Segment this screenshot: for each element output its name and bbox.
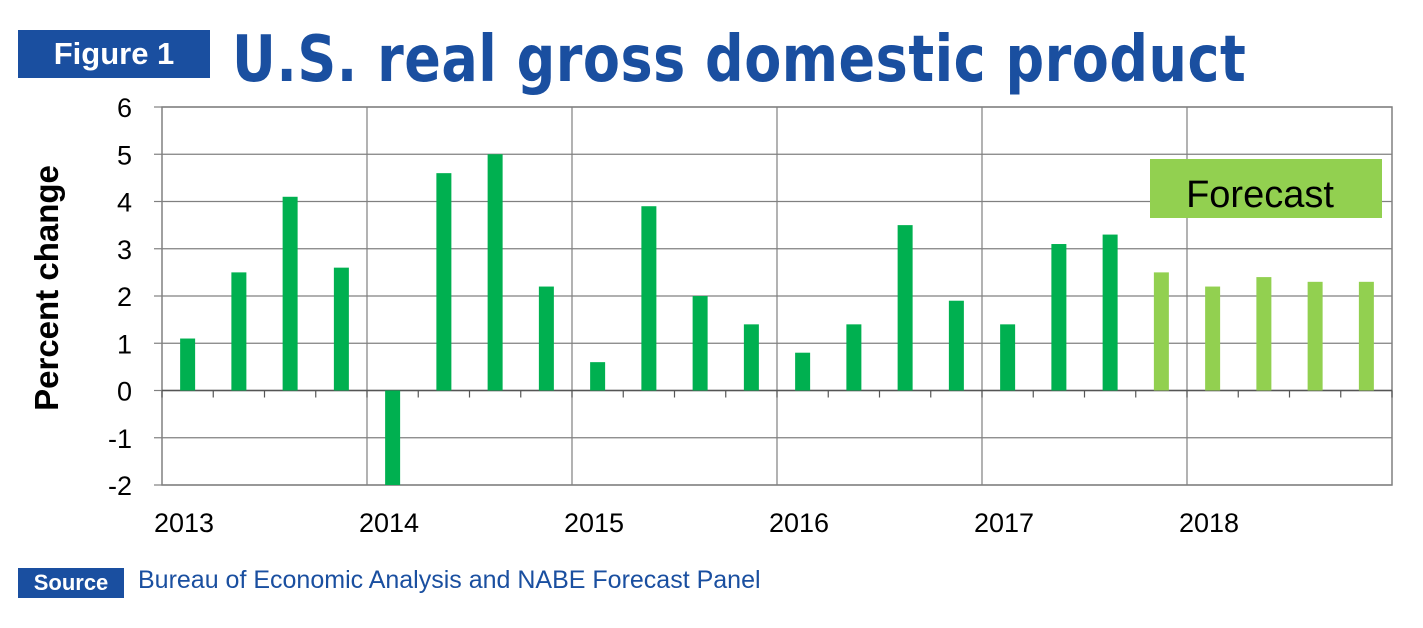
forecast-bar [1358, 281, 1374, 391]
actual-bar [846, 324, 862, 391]
actual-bar [641, 206, 657, 391]
actual-bar [1051, 244, 1067, 391]
forecast-bar [1307, 281, 1323, 391]
y-axis-label: Percent change [28, 165, 65, 411]
forecast-bar [1256, 277, 1272, 391]
actual-bar [743, 324, 759, 391]
x-tick-label: 2018 [1179, 508, 1239, 538]
y-tick-label: 0 [117, 377, 132, 407]
actual-bar [231, 272, 247, 391]
forecast-bar [1153, 272, 1169, 391]
y-tick-label: 5 [117, 140, 132, 170]
y-tick-label: 2 [117, 282, 132, 312]
actual-bar [692, 296, 708, 391]
actual-bar [948, 300, 964, 391]
y-tick-label: 4 [117, 188, 132, 218]
source-badge: Source [18, 568, 124, 598]
actual-bar [487, 154, 503, 391]
y-tick-label: -2 [108, 471, 132, 501]
source-text: Bureau of Economic Analysis and NABE For… [138, 566, 761, 594]
actual-bar [436, 173, 452, 391]
forecast-annotation-box [1150, 159, 1382, 218]
actual-bar [795, 352, 811, 391]
actual-bar [180, 338, 196, 391]
y-tick-label: -1 [108, 424, 132, 454]
forecast-annotation-label: Forecast [1186, 174, 1334, 216]
actual-bar [1102, 234, 1118, 391]
forecast-bar [1205, 286, 1221, 391]
actual-bar [897, 225, 913, 391]
x-tick-label: 2014 [359, 508, 419, 538]
actual-bar [282, 196, 298, 391]
chart-title: U.S. real gross domestic product [232, 22, 1247, 97]
actual-bar [385, 390, 401, 485]
x-tick-label: 2015 [564, 508, 624, 538]
actual-bar [538, 286, 554, 391]
actual-bar [1000, 324, 1016, 391]
y-tick-label: 1 [117, 329, 132, 359]
actual-bar [333, 267, 349, 391]
figure-badge: Figure 1 [18, 30, 210, 78]
y-tick-label: 6 [117, 93, 132, 123]
y-tick-label: 3 [117, 235, 132, 265]
chart-area: 6 5 4 3 2 1 0 -1 -2 2013 2014 2015 2016 2017 2018 Forec… [28, 93, 1393, 538]
x-tick-label: 2013 [154, 508, 214, 538]
x-tick-label: 2017 [974, 508, 1034, 538]
actual-bar [590, 362, 606, 391]
x-tick-label: 2016 [769, 508, 829, 538]
